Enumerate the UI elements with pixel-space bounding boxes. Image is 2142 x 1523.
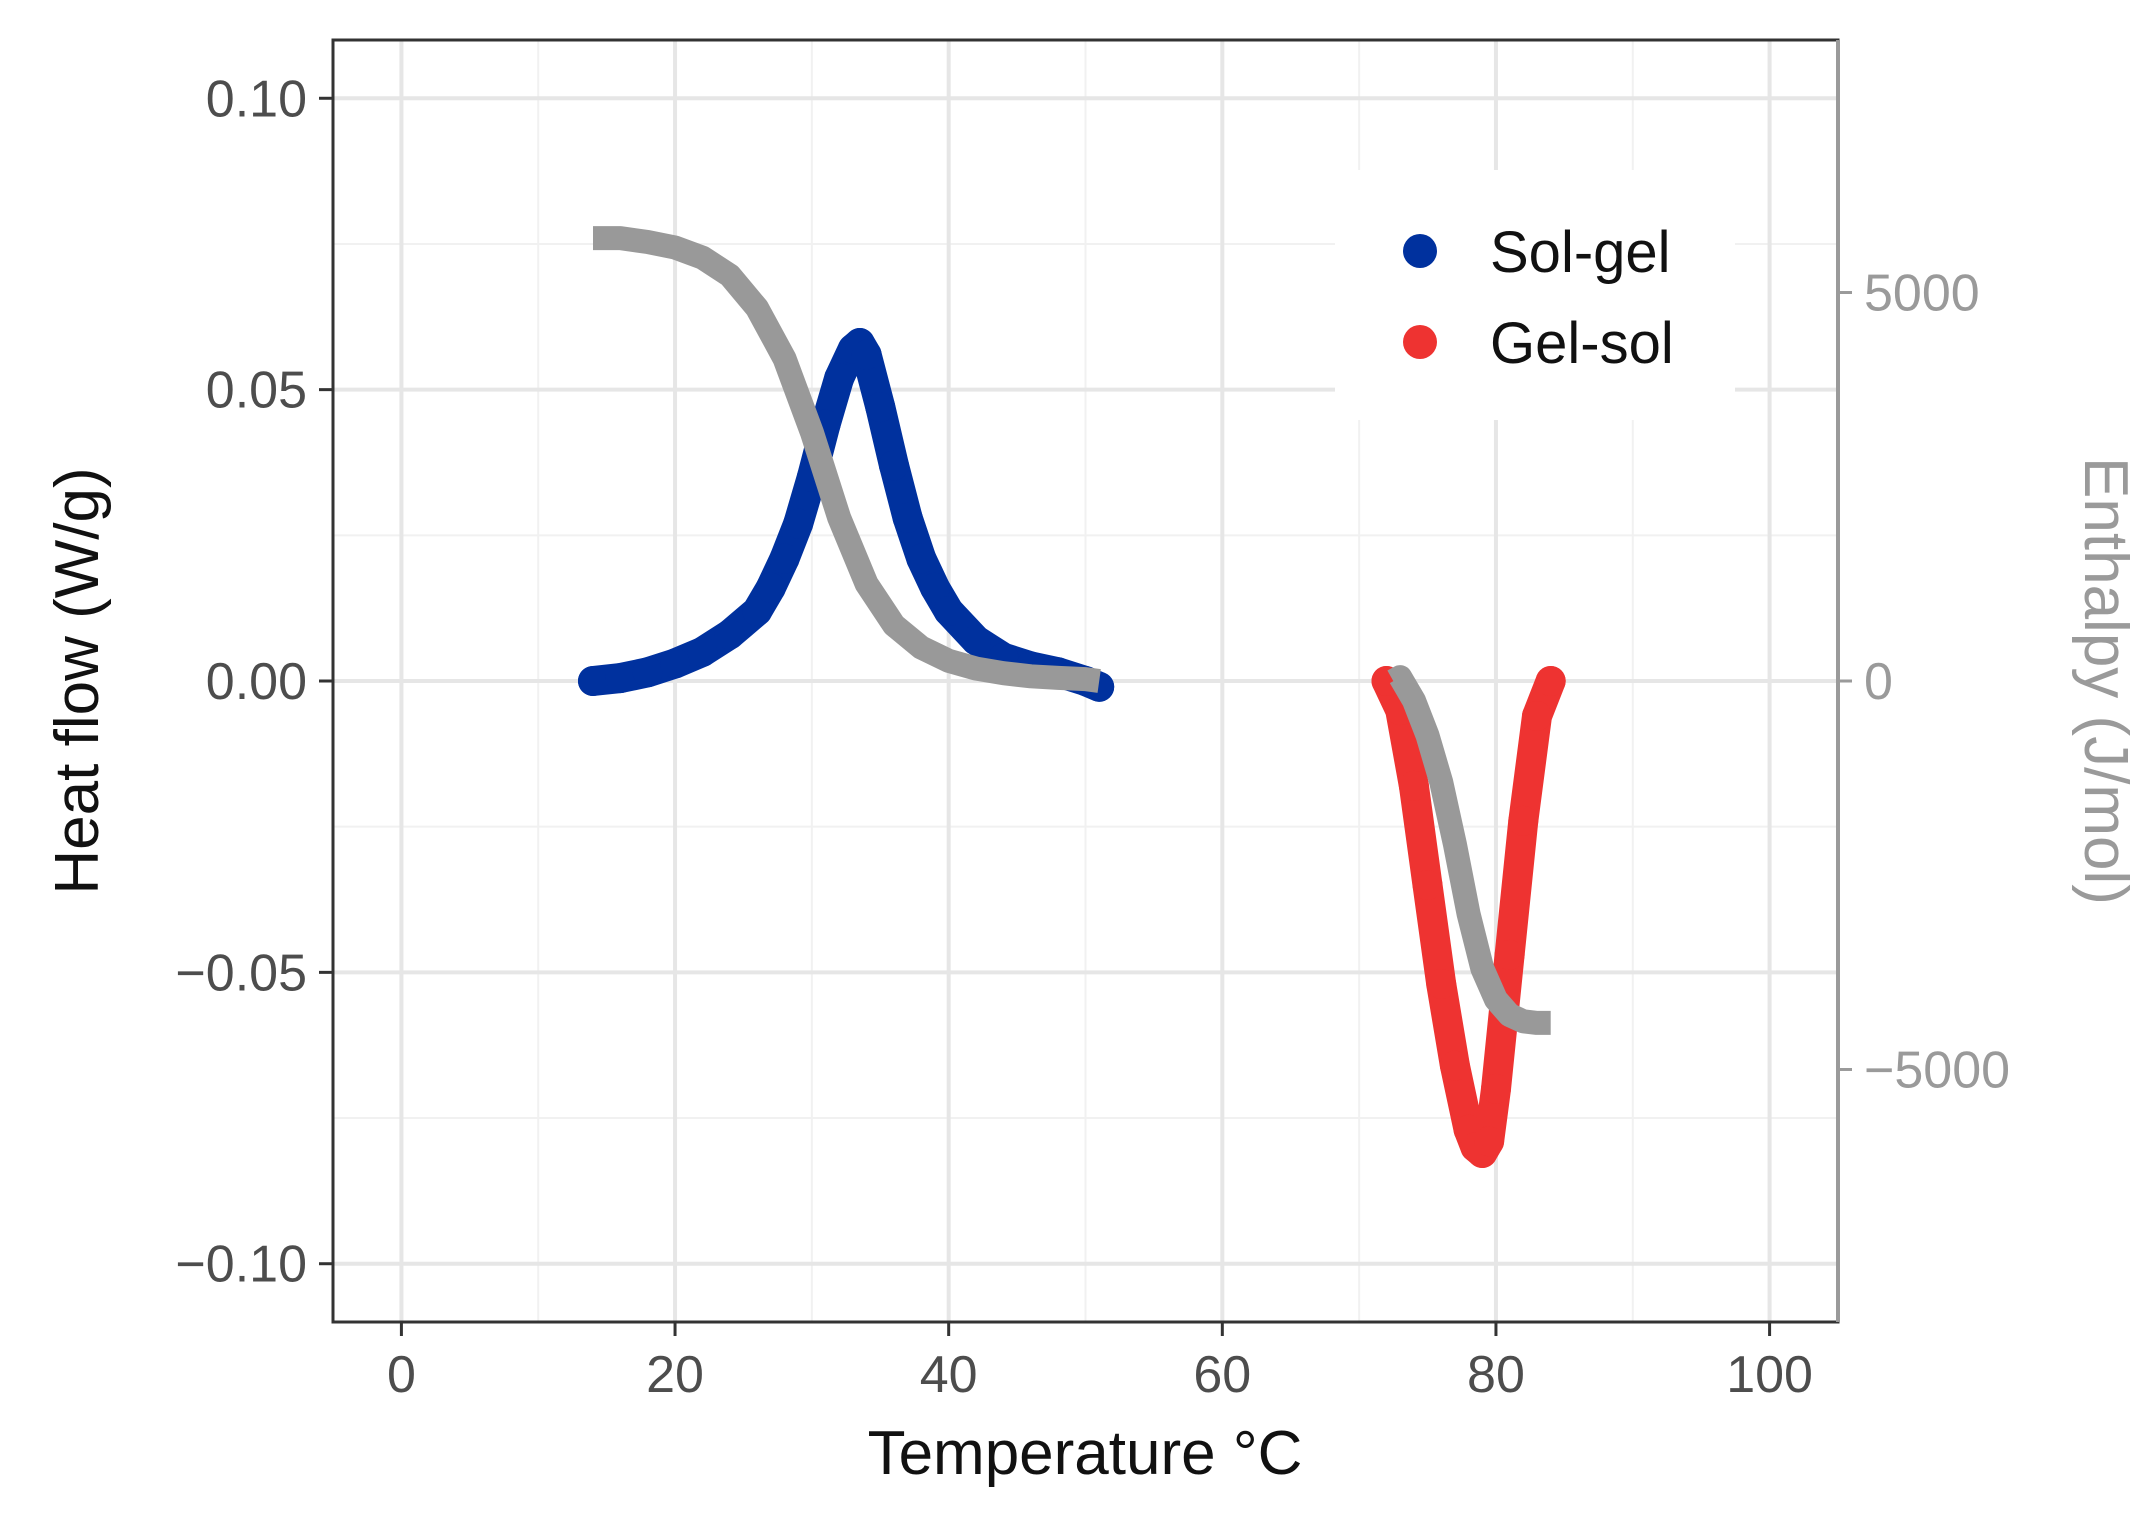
- data-point-gel-sol: [1508, 805, 1539, 836]
- x-axis: 0 20 40 60 80 100: [387, 1322, 1813, 1404]
- data-point-sol-gel: [605, 663, 636, 694]
- y-tick-label: 0.00: [206, 653, 307, 711]
- data-point-gel-sol: [1398, 770, 1429, 801]
- data-point-sol-gel: [851, 339, 882, 370]
- data-point-sol-gel: [892, 502, 923, 533]
- x-tick-label: 20: [646, 1346, 704, 1404]
- series-layer: [577, 226, 1566, 1169]
- x-tick-label: 60: [1193, 1346, 1251, 1404]
- data-point-sol-gel: [824, 362, 855, 393]
- legend: Sol-gel Gel-sol: [1335, 170, 1735, 420]
- legend-key-gel-sol: [1403, 325, 1437, 359]
- data-point-sol-gel: [920, 572, 950, 603]
- data-point-sol-gel: [961, 625, 992, 656]
- y2-axis-title: Enthalpy (J/mol): [2071, 457, 2140, 905]
- data-point-gel-sol: [1494, 939, 1525, 970]
- y2-tick-label: 0: [1864, 653, 1893, 711]
- data-point-gel-sol: [1535, 666, 1566, 696]
- data-point-sol-gel: [755, 572, 786, 603]
- data-point-sol-gel: [783, 508, 814, 539]
- data-point-gel-sol: [1412, 869, 1443, 900]
- data-point-sol-gel: [865, 392, 896, 423]
- y-axis: −0.10 −0.05 0.00 0.05 0.10: [175, 70, 333, 1294]
- y-axis-title: Heat flow (W/g): [43, 467, 112, 894]
- legend-key-sol-gel: [1403, 234, 1437, 268]
- legend-label-sol-gel: Sol-gel: [1490, 220, 1671, 285]
- data-point-sol-gel: [742, 596, 773, 627]
- y2-tick-label: −5000: [1864, 1041, 2010, 1099]
- y-tick-label: −0.10: [175, 1236, 307, 1294]
- data-point-sol-gel: [577, 666, 608, 696]
- data-point-sol-gel: [769, 543, 800, 574]
- x-tick-label: 40: [920, 1346, 978, 1404]
- data-point-sol-gel: [933, 596, 964, 627]
- y-tick-label: −0.05: [175, 944, 307, 1002]
- series-line-enthalpy-2: [593, 226, 1101, 693]
- data-point-gel-sol: [1474, 1126, 1505, 1157]
- x-tick-label: 0: [387, 1346, 416, 1404]
- y2-tick-label: 5000: [1864, 265, 1980, 323]
- data-point-sol-gel: [632, 657, 663, 688]
- data-point-sol-gel: [714, 619, 745, 650]
- data-point-sol-gel: [878, 450, 909, 481]
- data-point-sol-gel: [906, 543, 937, 574]
- y2-axis: −5000 0 5000: [1836, 40, 2010, 1322]
- series-line-enthalpy-3: [1387, 665, 1551, 1035]
- data-point-sol-gel: [660, 648, 691, 679]
- data-point-gel-sol: [1426, 969, 1457, 1000]
- x-axis-title: Temperature °C: [868, 1419, 1303, 1488]
- y-tick-label: 0.10: [206, 70, 307, 128]
- x-tick-label: 80: [1467, 1346, 1525, 1404]
- x-tick-label: 100: [1726, 1346, 1813, 1404]
- data-point-gel-sol: [1480, 1073, 1511, 1104]
- legend-background: [1335, 170, 1735, 420]
- data-point-sol-gel: [687, 636, 718, 667]
- data-point-gel-sol: [1439, 1050, 1470, 1081]
- data-point-gel-sol: [1522, 700, 1552, 731]
- y-tick-label: 0.05: [206, 362, 307, 420]
- legend-label-gel-sol: Gel-sol: [1490, 311, 1674, 376]
